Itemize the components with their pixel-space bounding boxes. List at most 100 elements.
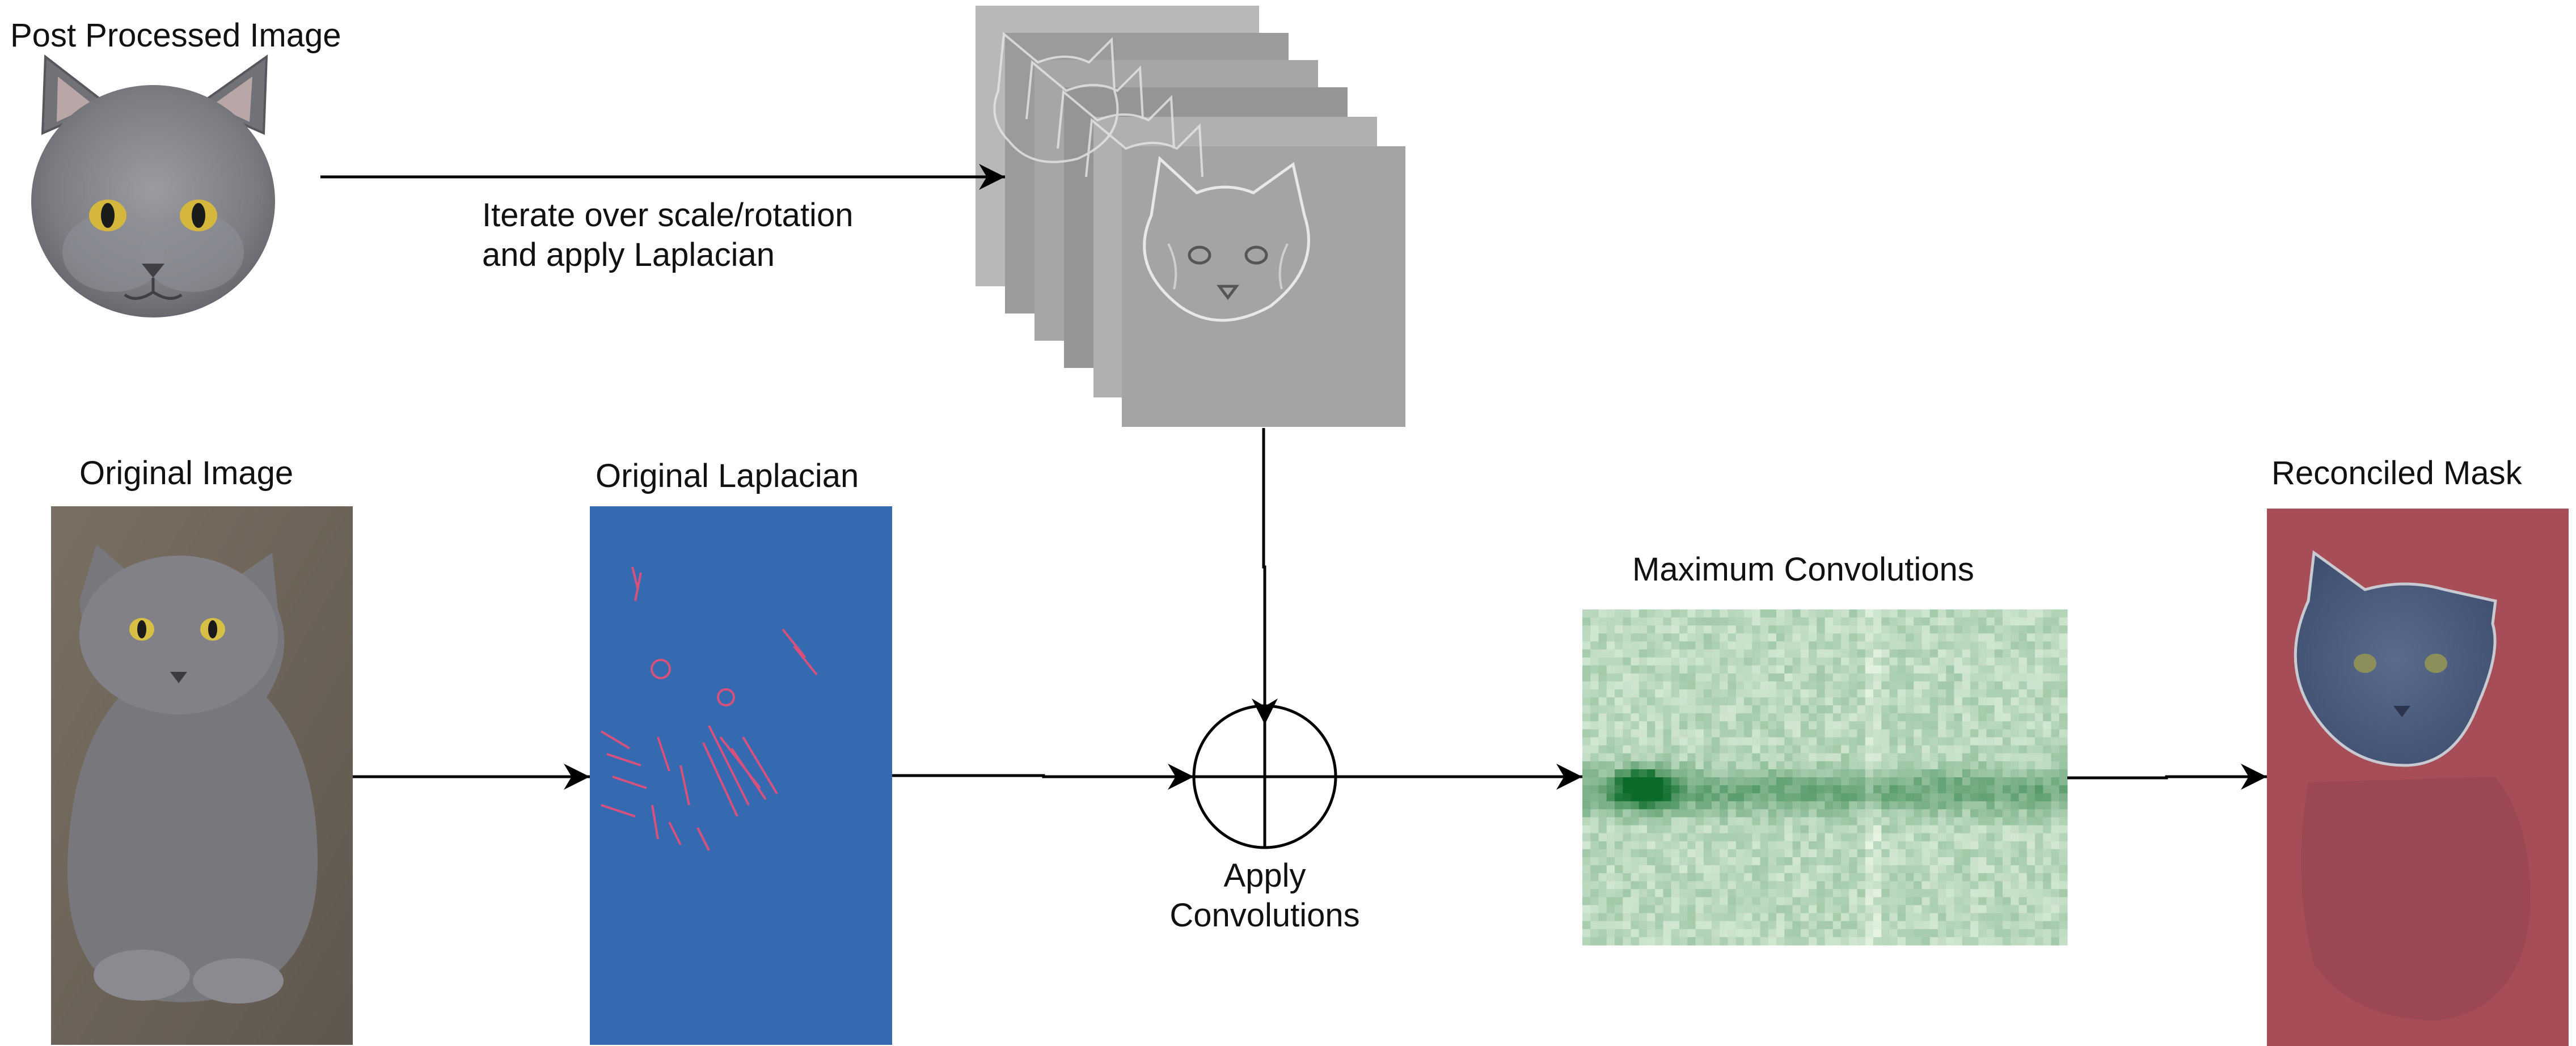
heatmap-cell xyxy=(2059,617,2068,626)
heatmap-cell xyxy=(1970,681,1979,690)
heatmap-cell xyxy=(1978,649,1987,658)
heatmap-cell xyxy=(1881,817,1890,826)
heatmap-cell xyxy=(1655,761,1664,770)
heatmap-cell xyxy=(2035,721,2043,730)
heatmap-cell xyxy=(1873,809,1882,818)
heatmap-cell xyxy=(1929,737,1939,746)
heatmap-cell xyxy=(1712,761,1720,770)
heatmap-cell xyxy=(1792,785,1801,794)
heatmap-cell xyxy=(1938,689,1946,698)
heatmap-cell xyxy=(1768,785,1777,794)
heatmap-cell xyxy=(1825,697,1834,706)
heatmap-cell xyxy=(2018,921,2028,930)
heatmap-cell xyxy=(1687,817,1696,826)
heatmap-cell xyxy=(1623,737,1632,746)
heatmap-cell xyxy=(1897,625,1906,634)
heatmap-cell xyxy=(1760,889,1769,898)
heatmap-cell xyxy=(1582,737,1591,746)
heatmap-cell xyxy=(2003,873,2011,882)
heatmap-cell xyxy=(1647,889,1656,898)
heatmap-cell xyxy=(1946,849,1955,858)
heatmap-cell xyxy=(1712,617,1720,626)
heatmap-cell xyxy=(1776,633,1785,642)
heatmap-cell xyxy=(1922,769,1931,778)
heatmap-cell xyxy=(1776,793,1785,802)
heatmap-cell xyxy=(1832,617,1842,626)
heatmap-cell xyxy=(1752,641,1761,650)
heatmap-cell xyxy=(1817,825,1826,834)
heatmap-cell xyxy=(1809,649,1817,658)
heatmap-cell xyxy=(1703,689,1712,698)
heatmap-cell xyxy=(1841,841,1849,850)
heatmap-cell xyxy=(1776,761,1785,770)
heatmap-cell xyxy=(1832,697,1842,706)
heatmap-cell xyxy=(1744,625,1752,634)
heatmap-cell xyxy=(1809,673,1817,682)
heatmap-cell xyxy=(1962,777,1971,786)
heatmap-cell xyxy=(1825,817,1834,826)
heatmap-cell xyxy=(1857,929,1866,938)
heatmap-cell xyxy=(1695,929,1704,938)
heatmap-cell xyxy=(2003,809,2011,818)
heatmap-cell xyxy=(2011,729,2020,738)
heatmap-cell xyxy=(1849,641,1858,650)
heatmap-cell xyxy=(1841,697,1849,706)
heatmap-cell xyxy=(2043,817,2052,826)
heatmap-cell xyxy=(1735,873,1745,882)
heatmap-cell xyxy=(1889,689,1898,698)
heatmap-cell xyxy=(2043,873,2052,882)
heatmap-cell xyxy=(1994,665,2003,674)
heatmap-cell xyxy=(1954,737,1963,746)
heatmap-cell xyxy=(1768,881,1777,890)
heatmap-cell xyxy=(1735,865,1745,874)
heatmap-cell xyxy=(1590,609,1599,618)
heatmap-cell xyxy=(1978,745,1987,754)
heatmap-cell xyxy=(1631,657,1640,666)
heatmap-cell xyxy=(1687,657,1696,666)
heatmap-cell xyxy=(1962,665,1971,674)
heatmap-cell xyxy=(2018,801,2028,810)
heatmap-cell xyxy=(1938,633,1946,642)
heatmap-cell xyxy=(1873,873,1882,882)
heatmap-cell xyxy=(2035,769,2043,778)
heatmap-cell xyxy=(1881,793,1890,802)
heatmap-cell xyxy=(1962,625,1971,634)
heatmap-cell xyxy=(1841,721,1849,730)
heatmap-cell xyxy=(1752,929,1761,938)
heatmap-cell xyxy=(2059,801,2068,810)
heatmap-cell xyxy=(2018,881,2028,890)
heatmap-cell xyxy=(1994,689,2003,698)
heatmap-cell xyxy=(1954,777,1963,786)
heatmap-cell xyxy=(1784,793,1793,802)
heatmap-cell xyxy=(1760,817,1769,826)
heatmap-cell xyxy=(2043,729,2052,738)
heatmap-cell xyxy=(1962,673,1971,682)
heatmap-cell xyxy=(1752,689,1761,698)
heatmap-cell xyxy=(1784,761,1793,770)
heatmap-cell xyxy=(1906,633,1914,642)
heatmap-cell xyxy=(1615,825,1623,834)
heatmap-cell xyxy=(1809,665,1817,674)
heatmap-cell xyxy=(1744,825,1752,834)
heatmap-cell xyxy=(1671,929,1680,938)
heatmap-cell xyxy=(1994,649,2003,658)
heatmap-cell xyxy=(2035,649,2043,658)
heatmap-cell xyxy=(1598,833,1607,842)
heatmap-cell xyxy=(1735,673,1745,682)
heatmap-cell xyxy=(1881,721,1890,730)
heatmap-cell xyxy=(1752,649,1761,658)
heatmap-cell xyxy=(1631,929,1640,938)
heatmap-cell xyxy=(1663,937,1672,946)
heatmap-cell xyxy=(1986,785,1995,794)
heatmap-cell xyxy=(1768,921,1777,930)
heatmap-cell xyxy=(1946,825,1955,834)
heatmap-cell xyxy=(1728,833,1737,842)
heatmap-cell xyxy=(1703,649,1712,658)
heatmap-cell xyxy=(1784,921,1793,930)
heatmap-cell xyxy=(1606,801,1615,810)
heatmap-cell xyxy=(1768,729,1777,738)
heatmap-cell xyxy=(1800,793,1809,802)
heatmap-cell xyxy=(1841,849,1849,858)
heatmap-cell xyxy=(1914,833,1923,842)
heatmap-cell xyxy=(1703,761,1712,770)
